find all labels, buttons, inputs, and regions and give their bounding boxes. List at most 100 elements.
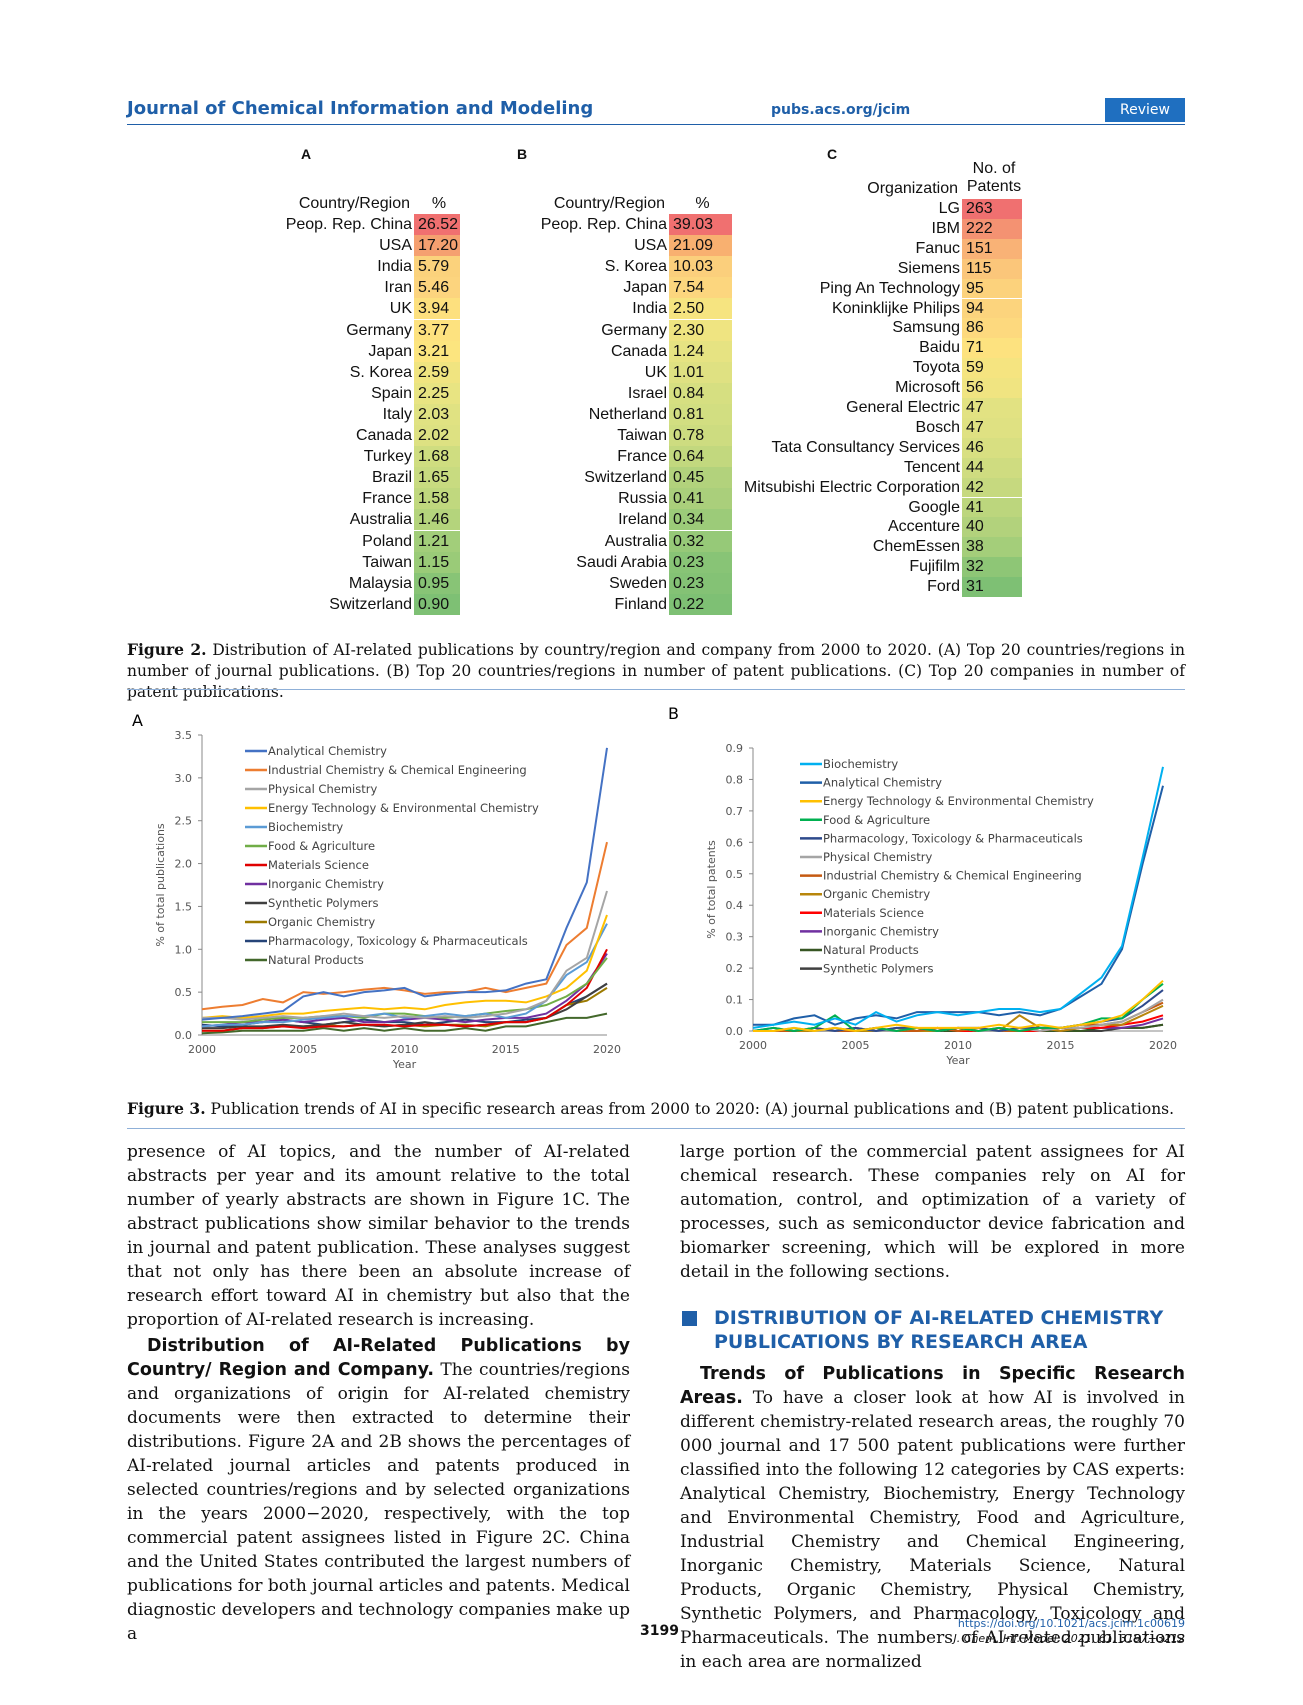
table-cell-name: Turkey xyxy=(363,448,412,466)
legend-label: Pharmacology, Toxicology & Pharmaceutica… xyxy=(268,934,528,948)
doi-link[interactable]: https://doi.org/10.1021/acs.jcim.1c00619 xyxy=(957,1617,1185,1630)
table-cell-name: Saudi Arabia xyxy=(576,553,667,571)
table-cell-value: 1.58 xyxy=(414,488,460,510)
table-cell-name: Koninklijke Philips xyxy=(831,299,960,317)
figure-3-caption: Figure 3. Publication trends of AI in sp… xyxy=(127,1098,1185,1120)
table-cell-value: 0.23 xyxy=(669,551,732,573)
section-square-icon xyxy=(682,1311,697,1326)
table-row: UK 3.94 xyxy=(260,298,460,320)
section-heading: DISTRIBUTION OF AI-RELATED CHEMISTRY PUB… xyxy=(680,1306,1185,1354)
table-row: Germany 2.30 xyxy=(520,319,732,341)
table-cell-value: 10.03 xyxy=(669,256,732,278)
table-cell-value: 26.52 xyxy=(414,214,460,236)
y-axis-label: % of total patents xyxy=(705,840,718,939)
table-cell-value: 2.50 xyxy=(669,298,732,320)
table-header-name: Country/Region xyxy=(298,195,410,212)
table-cell-name: Switzerland xyxy=(584,469,667,487)
table-cell-name: France xyxy=(362,490,412,508)
table-cell-value: 47 xyxy=(962,417,1022,438)
table-cell-name: India xyxy=(377,258,412,276)
table-cell-name: USA xyxy=(379,237,412,255)
table-cell-value: 21.09 xyxy=(669,235,732,257)
right-paragraph-2-text: To have a closer look at how AI is invol… xyxy=(680,1388,1185,1672)
legend-label: Inorganic Chemistry xyxy=(823,924,939,938)
table-row: Spain 2.25 xyxy=(260,382,460,404)
table-cell-value: 1.46 xyxy=(414,509,460,531)
table-row: Japan 7.54 xyxy=(520,277,732,299)
table-row: Germany 3.77 xyxy=(260,319,460,341)
table-cell-value: 2.03 xyxy=(414,403,460,425)
table-row: Mitsubishi Electric Corporation 42 xyxy=(744,477,1022,498)
left-paragraph-2-text: The countries/regions and organizations … xyxy=(127,1360,630,1644)
section-heading-text: DISTRIBUTION OF AI-RELATED CHEMISTRY PUB… xyxy=(714,1307,1164,1353)
table-cell-value: 1.24 xyxy=(669,340,732,362)
x-tick-label: 2020 xyxy=(593,1043,621,1056)
table-cell-name: Canada xyxy=(355,427,412,444)
legend-label: Biochemistry xyxy=(268,820,343,834)
table-row: Brazil 1.65 xyxy=(260,467,460,489)
table-cell-value: 44 xyxy=(962,457,1022,478)
table-row: Ireland 0.34 xyxy=(520,509,732,531)
x-tick-label: 2010 xyxy=(391,1043,419,1056)
fig2-table-c: Organization No. of Patents LG 263 IBM 222 Fanu… xyxy=(744,160,1025,618)
table-row: Accenture 40 xyxy=(760,517,1022,538)
table-cell-value: 86 xyxy=(962,318,1022,339)
series-line xyxy=(202,890,608,1021)
table-cell-name: Bosch xyxy=(915,418,960,436)
y-tick-label: 3.0 xyxy=(175,772,193,785)
table-cell-name: Spain xyxy=(371,384,412,402)
journal-url[interactable]: pubs.acs.org/jcim xyxy=(771,102,911,118)
table-row: Fujifilm 32 xyxy=(760,557,1022,578)
table-cell-name: USA xyxy=(634,237,667,255)
table-row: Ford 31 xyxy=(760,577,1022,597)
table-row: Italy 2.03 xyxy=(260,403,460,425)
table-cell-value: 5.79 xyxy=(414,256,460,278)
y-tick-label: 0.6 xyxy=(726,836,744,849)
table-cell-value: 31 xyxy=(962,577,1022,597)
fig2-table-b: Country/Region% Peop. Rep. China 39.03 USA 2… xyxy=(520,193,735,623)
table-cell-value: 7.54 xyxy=(669,277,732,299)
table-cell-value: 47 xyxy=(962,398,1022,418)
table-cell-name: Tata Consultancy Services xyxy=(771,438,960,456)
series-line xyxy=(753,785,1164,1026)
table-row: Baidu 71 xyxy=(760,338,1022,359)
series-line xyxy=(201,914,608,1019)
table-cell-value: 3.94 xyxy=(414,298,460,320)
legend-label: Organic Chemistry xyxy=(823,887,930,901)
table-cell-name: Finland xyxy=(614,595,667,613)
table-row: Japan 3.21 xyxy=(260,340,460,362)
page-number: 3199 xyxy=(640,1623,679,1639)
table-cell-value: 151 xyxy=(962,238,1022,259)
table-cell-name: Russia xyxy=(618,490,667,508)
x-tick-label: 2020 xyxy=(1149,1039,1177,1052)
table-cell-name: Sweden xyxy=(609,574,667,592)
series-line xyxy=(753,979,1164,1033)
y-tick-label: 2.5 xyxy=(175,815,193,828)
table-cell-value: 95 xyxy=(962,278,1022,299)
table-cell-name: Samsung xyxy=(892,319,960,337)
series-line xyxy=(752,766,1164,1029)
table-header: Country/Region% xyxy=(260,193,460,214)
table-row: S. Korea 2.59 xyxy=(260,361,460,383)
table-row: Malaysia 0.95 xyxy=(260,572,460,594)
table-cell-value: 2.25 xyxy=(414,382,460,404)
table-row: Fanuc 151 xyxy=(760,238,1022,259)
right-paragraph-2: Trends of Publications in Specific Resea… xyxy=(680,1362,1185,1674)
right-column: large portion of the commercial patent a… xyxy=(680,1140,1185,1674)
table-cell-value: 0.81 xyxy=(669,403,732,425)
table-row: LG 263 xyxy=(760,199,1022,219)
table-cell-name: Peop. Rep. China xyxy=(540,216,667,233)
figure-2-caption-text: Distribution of AI-related publications … xyxy=(127,641,1185,701)
legend-label: Analytical Chemistry xyxy=(823,776,942,790)
table-header-value: % xyxy=(431,195,447,212)
table-cell-value: 40 xyxy=(962,517,1022,538)
table-header-value: % xyxy=(695,195,710,212)
table-cell-value: 0.22 xyxy=(669,593,732,615)
table-row: Saudi Arabia 0.23 xyxy=(520,551,732,573)
table-cell-name: Switzerland xyxy=(329,595,412,613)
table-row: Siemens 115 xyxy=(760,258,1022,279)
y-tick-label: 0.3 xyxy=(726,931,744,944)
table-cell-name: Google xyxy=(908,498,960,516)
y-tick-label: 0.9 xyxy=(726,742,744,755)
legend-label: Industrial Chemistry & Chemical Engineer… xyxy=(268,763,527,777)
